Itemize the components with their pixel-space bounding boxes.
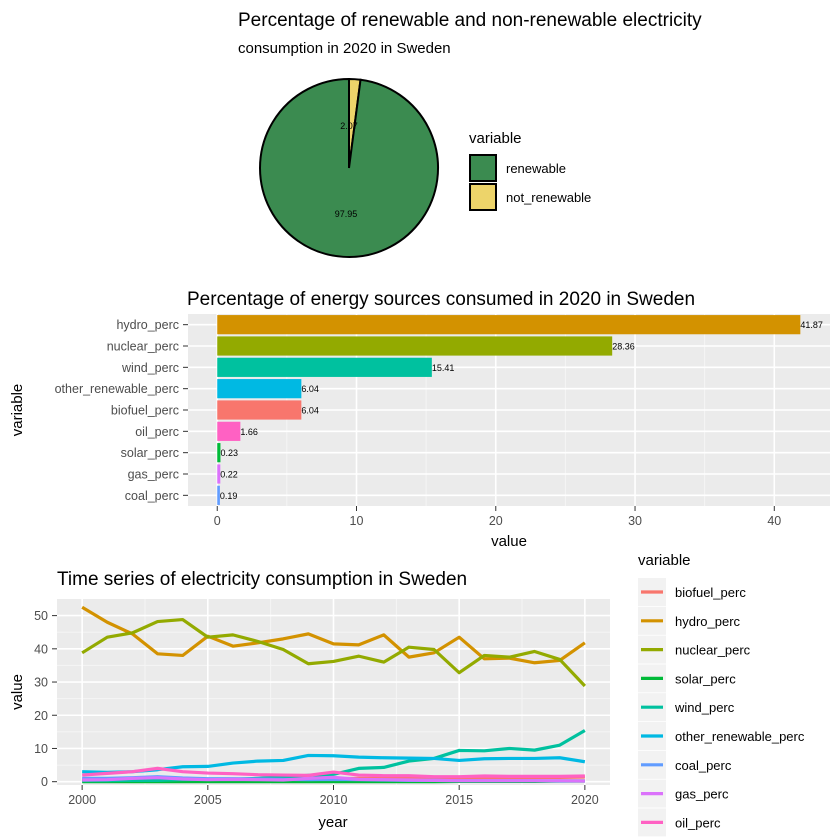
bar-wind_perc	[217, 357, 432, 377]
line-gridlines	[57, 599, 610, 785]
line-series-oil_perc	[82, 766, 585, 779]
bar-y-axis-title: variable	[9, 384, 26, 437]
bar-value-label-solar_perc: 0.23	[220, 448, 238, 458]
bar-value-label-oil_perc: 1.66	[240, 427, 258, 437]
pie-legend-label-not_renewable: not_renewable	[506, 190, 591, 205]
line-x-tick-label: 2010	[320, 793, 348, 807]
bar-y-tick-gas_perc: gas_perc	[128, 468, 179, 482]
line-series-nuclear_perc	[81, 617, 587, 688]
line-y-tick-label: 30	[34, 676, 48, 690]
bar-value-label-wind_perc: 15.41	[432, 363, 455, 373]
bar-y-tick-other_renewable_perc: other_renewable_perc	[55, 382, 179, 396]
bar-value-label-biofuel_perc: 6.04	[301, 406, 319, 416]
bar-y-tick-biofuel_perc: biofuel_perc	[111, 404, 179, 418]
pie-title: Percentage of renewable and non-renewabl…	[238, 10, 702, 31]
bar-title: Percentage of energy sources consumed in…	[187, 289, 695, 310]
line-legend-label-nuclear_perc: nuclear_perc	[675, 643, 751, 658]
line-legend-label-gas_perc: gas_perc	[675, 787, 729, 802]
bar-x-tick-label: 30	[628, 514, 642, 528]
line-x-tick-label: 2000	[68, 793, 96, 807]
line-y-tick-label: 20	[34, 709, 48, 723]
pie-legend-title: variable	[469, 130, 522, 147]
line-legend-label-hydro_perc: hydro_perc	[675, 614, 741, 629]
pie-slice-renewable	[259, 77, 439, 258]
pie-legend: variable renewable not_renewable	[469, 130, 591, 211]
line-legend-label-solar_perc: solar_perc	[675, 671, 736, 686]
line-y-tick-label: 40	[34, 642, 48, 656]
line-x-tick-label: 2005	[194, 793, 222, 807]
line-x-axis-title: year	[318, 814, 347, 831]
line-series-hydro_perc	[81, 605, 586, 665]
bar-x-axis-title: value	[491, 533, 527, 550]
bar-value-label-gas_perc: 0.22	[220, 470, 238, 480]
line-legend-label-other_renewable_perc: other_renewable_perc	[675, 729, 805, 744]
bar-y-tick-wind_perc: wind_perc	[121, 361, 179, 375]
bar-y-tick-coal_perc: coal_perc	[125, 489, 179, 503]
bar-gas_perc	[217, 464, 221, 484]
line-y-axis-title: value	[9, 674, 26, 710]
bar-value-label-other_renewable_perc: 6.04	[301, 384, 319, 394]
pie-chart: Percentage of renewable and non-renewabl…	[238, 10, 702, 258]
bar-y-tick-labels: hydro_perc nuclear_perc wind_perc other_ren…	[55, 318, 188, 503]
line-legend-label-biofuel_perc: biofuel_perc	[675, 585, 746, 600]
pie-legend-key-not_renewable	[469, 183, 497, 211]
bar-chart: Percentage of energy sources consumed in…	[9, 289, 830, 550]
bar-x-tick-label: 10	[350, 514, 364, 528]
line-chart: Time series of electricity consumption i…	[9, 552, 805, 837]
bar-value-label-nuclear_perc: 28.36	[612, 342, 635, 352]
line-series	[81, 605, 587, 784]
bar-x-tick-label: 20	[489, 514, 503, 528]
bar-nuclear_perc	[217, 336, 613, 356]
line-legend-label-wind_perc: wind_perc	[674, 700, 735, 715]
bar-other_renewable_perc	[217, 379, 302, 399]
pie-legend-items: renewable not_renewable	[469, 154, 591, 211]
pie-slice-labels: 2.07 97.95	[335, 121, 358, 219]
pie-label-renewable: 97.95	[335, 209, 358, 219]
bar-bars	[217, 315, 801, 505]
line-legend-items: biofuel_perc hydro_perc nuclear_perc solar_…	[638, 578, 805, 837]
line-x-tick-label: 2015	[445, 793, 473, 807]
bar-y-tick-solar_perc: solar_perc	[121, 446, 179, 460]
line-legend: variable biofuel_perc hydro_perc nuclear_p…	[638, 552, 805, 837]
pie-legend-label-renewable: renewable	[506, 161, 566, 176]
line-series-wind_perc	[82, 729, 586, 783]
bar-y-tick-nuclear_perc: nuclear_perc	[107, 340, 179, 354]
line-x-tick-labels: 2000 2005 2010 2015 2020	[68, 785, 599, 807]
line-y-tick-label: 0	[41, 775, 48, 789]
pie-legend-key-renewable	[469, 154, 497, 182]
bar-value-labels: 41.87 28.36 15.41 6.04 6.04 1.66 0.23 0.22 0.19	[220, 320, 823, 501]
bar-value-label-coal_perc: 0.19	[220, 491, 238, 501]
line-title: Time series of electricity consumption i…	[57, 569, 467, 590]
line-legend-label-oil_perc: oil_perc	[675, 815, 721, 830]
line-legend-title: variable	[638, 552, 691, 569]
line-y-tick-labels: 0 10 20 30 40 50	[34, 609, 57, 789]
bar-x-tick-label: 0	[214, 514, 221, 528]
pie-label-not_renewable: 2.07	[340, 121, 358, 131]
line-series-gas_perc	[82, 775, 585, 783]
bar-value-label-hydro_perc: 41.87	[800, 320, 823, 330]
line-legend-label-coal_perc: coal_perc	[675, 758, 732, 773]
bar-solar_perc	[217, 443, 221, 463]
bar-oil_perc	[217, 421, 241, 441]
line-x-tick-label: 2020	[571, 793, 599, 807]
pie-subtitle: consumption in 2020 in Sweden	[238, 40, 451, 57]
line-y-tick-label: 50	[34, 609, 48, 623]
bar-coal_perc	[217, 485, 220, 505]
line-y-tick-label: 10	[34, 742, 48, 756]
pie-slices	[259, 77, 439, 258]
bar-biofuel_perc	[217, 400, 302, 420]
bar-hydro_perc	[217, 315, 801, 335]
bar-y-tick-oil_perc: oil_perc	[135, 425, 179, 439]
bar-x-tick-labels: 0 10 20 30 40	[214, 506, 781, 528]
bar-x-tick-label: 40	[767, 514, 781, 528]
bar-y-tick-hydro_perc: hydro_perc	[116, 318, 179, 332]
